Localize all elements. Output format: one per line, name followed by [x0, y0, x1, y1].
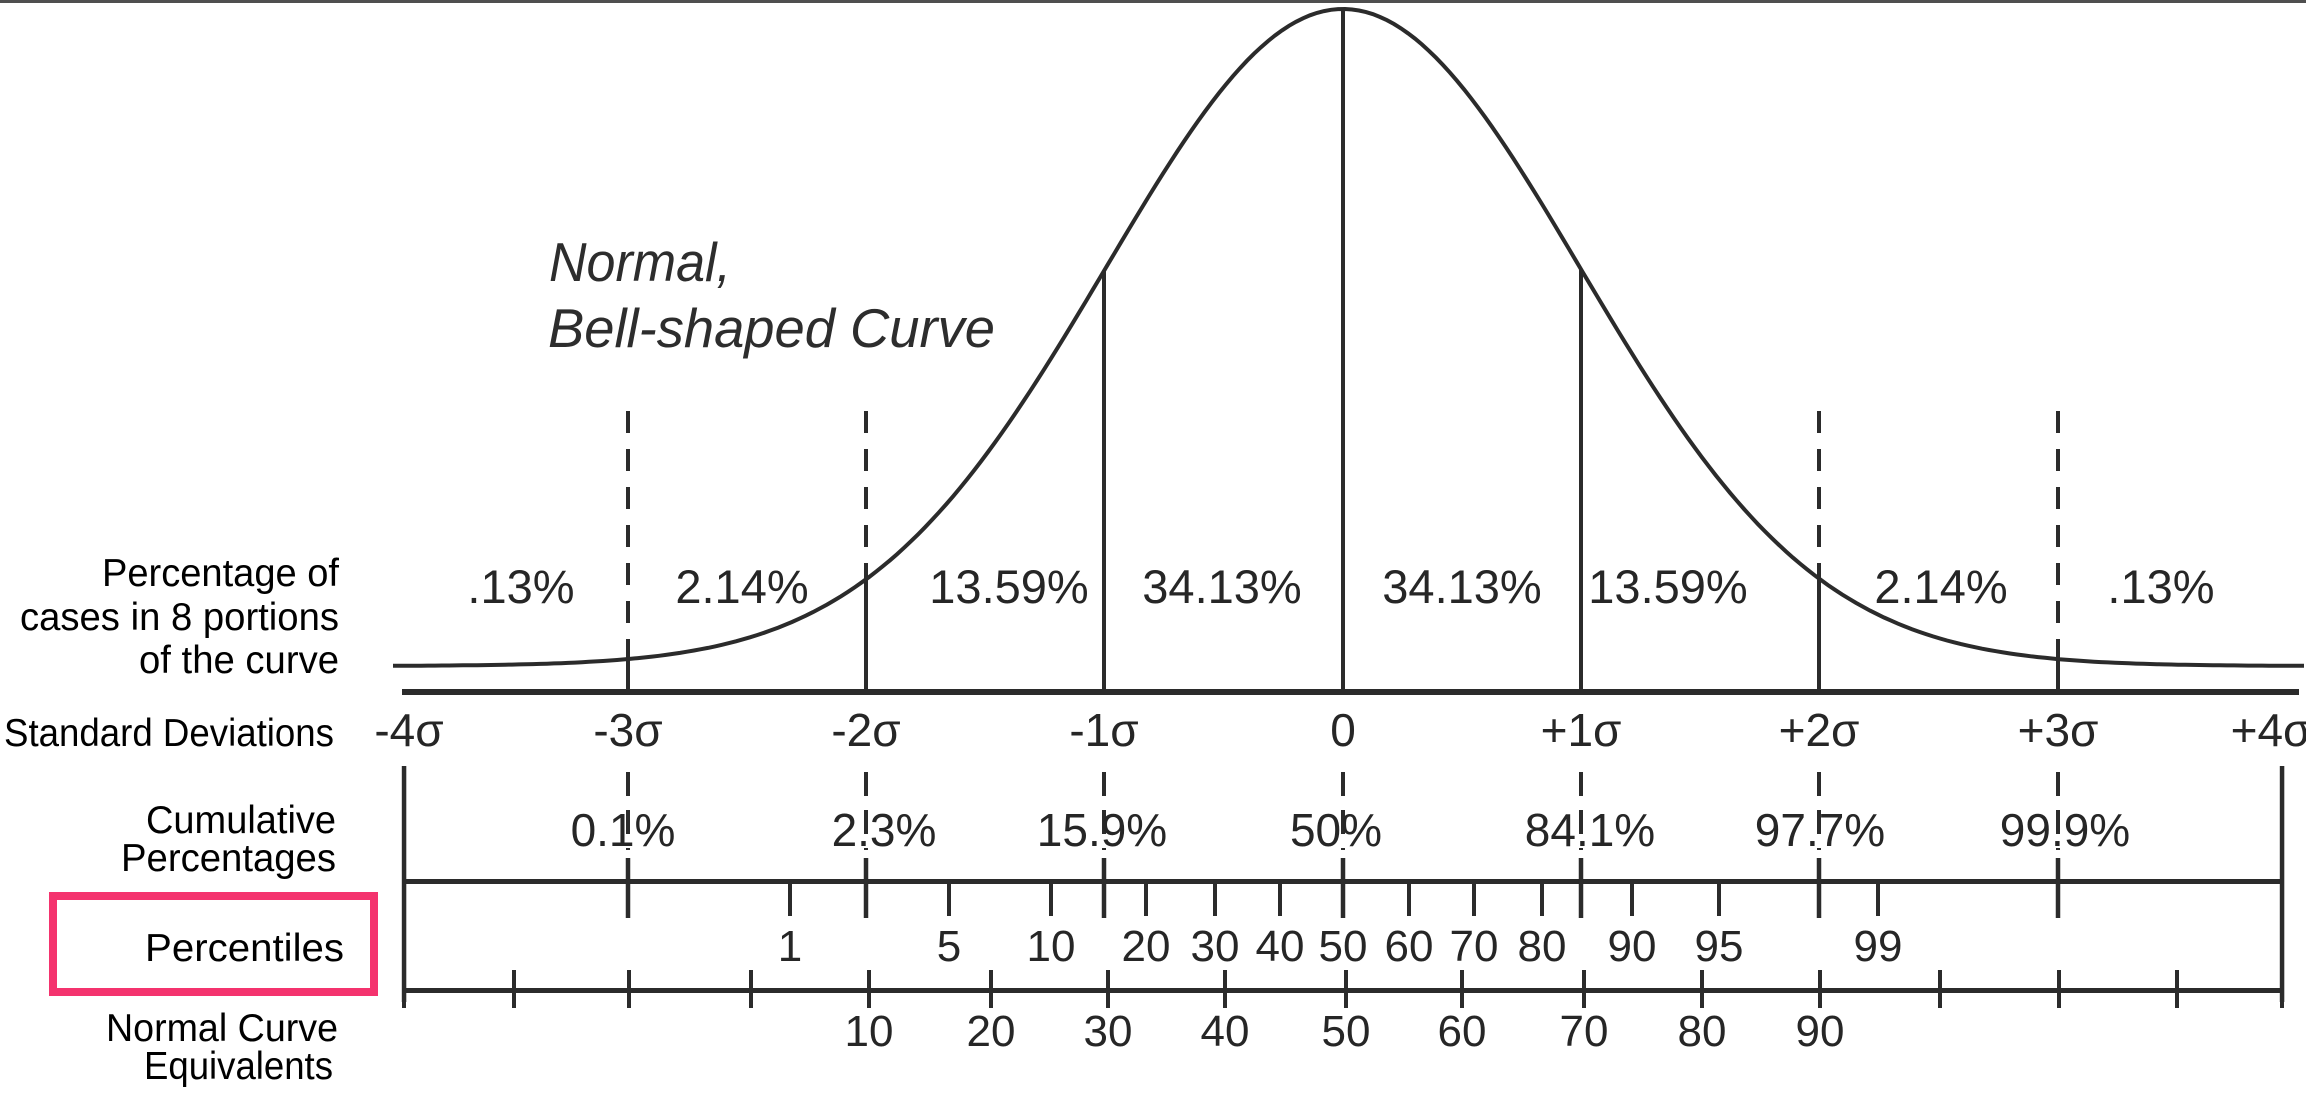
svg-text:+4σ: +4σ	[2231, 704, 2306, 756]
svg-text:30: 30	[1191, 922, 1240, 971]
svg-text:+2σ: +2σ	[1779, 704, 1860, 756]
svg-text:80: 80	[1678, 1007, 1727, 1056]
svg-text:90: 90	[1608, 922, 1657, 971]
svg-text:2.14%: 2.14%	[1874, 560, 2007, 613]
svg-text:+1σ: +1σ	[1541, 704, 1622, 756]
svg-text:Equivalents: Equivalents	[144, 1045, 333, 1088]
svg-text:95: 95	[1695, 922, 1744, 971]
svg-text:+3σ: +3σ	[2018, 704, 2099, 756]
svg-text:40: 40	[1201, 1007, 1250, 1056]
svg-text:10: 10	[1027, 922, 1076, 971]
svg-text:20: 20	[1122, 922, 1171, 971]
svg-text:40: 40	[1256, 922, 1305, 971]
svg-text:cases in 8 portions: cases in 8 portions	[20, 596, 339, 639]
svg-text:13.59%: 13.59%	[1588, 560, 1747, 613]
svg-text:Percentages: Percentages	[121, 837, 336, 880]
svg-text:13.59%: 13.59%	[929, 560, 1088, 613]
svg-text:34.13%: 34.13%	[1382, 560, 1541, 613]
svg-text:.13%: .13%	[2107, 560, 2214, 613]
svg-text:97.7%: 97.7%	[1755, 804, 1885, 856]
svg-text:-3σ: -3σ	[593, 704, 662, 756]
svg-text:0: 0	[1330, 704, 1356, 756]
svg-text:50: 50	[1322, 1007, 1371, 1056]
svg-text:10: 10	[845, 1007, 894, 1056]
svg-text:50%: 50%	[1290, 804, 1382, 856]
svg-text:2.14%: 2.14%	[675, 560, 808, 613]
svg-text:0.1%: 0.1%	[571, 804, 676, 856]
svg-text:60: 60	[1438, 1007, 1487, 1056]
svg-text:90: 90	[1796, 1007, 1845, 1056]
svg-text:Percentiles: Percentiles	[145, 927, 344, 970]
svg-text:20: 20	[967, 1007, 1016, 1056]
svg-text:-1σ: -1σ	[1069, 704, 1138, 756]
svg-text:Percentage of: Percentage of	[102, 552, 339, 595]
svg-text:60: 60	[1385, 922, 1434, 971]
svg-text:Normal,: Normal,	[549, 231, 731, 293]
svg-text:-2σ: -2σ	[831, 704, 900, 756]
svg-text:99.9%: 99.9%	[2000, 804, 2130, 856]
svg-text:1: 1	[778, 922, 802, 971]
svg-text:34.13%: 34.13%	[1142, 560, 1301, 613]
svg-text:15.9%: 15.9%	[1037, 804, 1167, 856]
svg-text:50: 50	[1319, 922, 1368, 971]
svg-text:2.3%: 2.3%	[832, 804, 937, 856]
svg-text:70: 70	[1450, 922, 1499, 971]
svg-text:99: 99	[1854, 922, 1903, 971]
svg-text:Standard Deviations: Standard Deviations	[4, 712, 334, 755]
svg-text:Normal Curve: Normal Curve	[106, 1007, 338, 1050]
svg-text:30: 30	[1084, 1007, 1133, 1056]
svg-text:80: 80	[1518, 922, 1567, 971]
svg-text:70: 70	[1560, 1007, 1609, 1056]
svg-text:Cumulative: Cumulative	[146, 799, 336, 842]
svg-text:Bell-shaped Curve: Bell-shaped Curve	[548, 297, 995, 359]
svg-text:5: 5	[937, 922, 961, 971]
svg-text:-4σ: -4σ	[374, 704, 443, 756]
svg-text:.13%: .13%	[467, 560, 574, 613]
svg-text:84.1%: 84.1%	[1525, 804, 1655, 856]
svg-text:of the curve: of the curve	[139, 639, 339, 682]
